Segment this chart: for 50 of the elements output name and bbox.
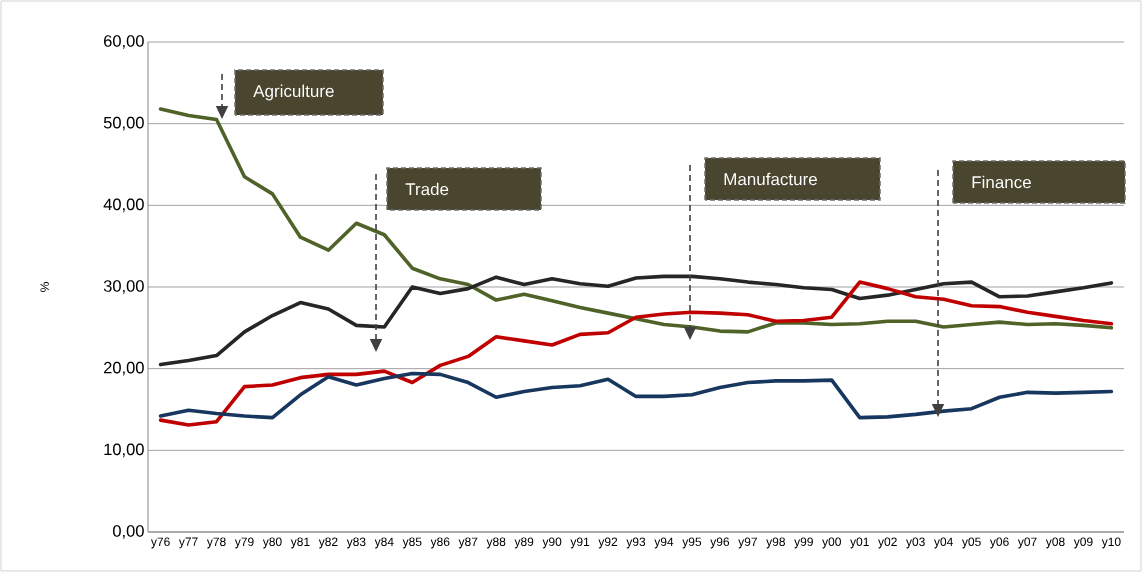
x-tick-label: y98 bbox=[766, 537, 785, 549]
annotation: Manufacture bbox=[724, 172, 817, 186]
y-axis-title: % bbox=[40, 282, 49, 292]
x-tick-label: y02 bbox=[878, 537, 897, 549]
y-tick-label: 20,00 bbox=[104, 361, 144, 376]
y-tick-label: 10,00 bbox=[104, 443, 144, 458]
x-tick-label: y86 bbox=[430, 537, 450, 549]
x-tick-label: y85 bbox=[402, 537, 422, 549]
x-tick-label: y91 bbox=[570, 537, 590, 549]
x-tick-label: y83 bbox=[346, 537, 366, 549]
annotation: Trade bbox=[405, 182, 449, 196]
y-tick-label: 50,00 bbox=[103, 116, 144, 131]
x-tick-label: y94 bbox=[654, 537, 674, 549]
x-tick-label: y09 bbox=[1073, 537, 1093, 549]
line-series bbox=[158, 371, 1114, 420]
x-tick-label: y80 bbox=[262, 537, 282, 549]
y-tick-label: 30,00 bbox=[103, 280, 144, 294]
x-tick-label: y89 bbox=[514, 537, 534, 549]
x-tick-label: y93 bbox=[626, 537, 646, 549]
x-tick-label: y08 bbox=[1045, 537, 1065, 549]
annotation: Agriculture bbox=[253, 84, 334, 101]
x-tick-label: y90 bbox=[542, 537, 562, 549]
x-tick-label: y79 bbox=[234, 537, 254, 549]
x-tick-label: y81 bbox=[290, 537, 310, 549]
x-tick-label: y10 bbox=[1101, 537, 1121, 549]
x-tick-label: y77 bbox=[178, 537, 198, 549]
x-tick-label: y05 bbox=[961, 537, 981, 549]
x-tick-label: y00 bbox=[822, 537, 841, 549]
x-tick-label: y84 bbox=[374, 537, 394, 549]
y-tick-label: 0,00 bbox=[113, 525, 144, 539]
x-tick-label: y06 bbox=[989, 537, 1009, 549]
x-tick-label: y96 bbox=[710, 537, 730, 549]
x-tick-label: y92 bbox=[598, 537, 618, 549]
x-tick-label: y97 bbox=[738, 537, 757, 549]
annotation: Finance bbox=[972, 175, 1031, 189]
line-series bbox=[158, 280, 1114, 427]
line-series bbox=[158, 274, 1114, 367]
x-tick-label: y95 bbox=[682, 537, 702, 549]
x-tick-label: y03 bbox=[906, 537, 925, 549]
x-tick-label: y87 bbox=[458, 537, 478, 549]
x-tick-label: y88 bbox=[486, 537, 506, 549]
x-tick-label: y78 bbox=[206, 537, 226, 549]
y-tick-label: 40,00 bbox=[103, 198, 144, 213]
x-tick-label: y82 bbox=[318, 537, 338, 549]
x-tick-label: y76 bbox=[150, 537, 170, 549]
x-tick-label: y07 bbox=[1017, 537, 1037, 549]
x-tick-label: y01 bbox=[850, 537, 869, 549]
x-tick-label: y04 bbox=[933, 537, 953, 549]
x-tick-label: y99 bbox=[794, 537, 813, 549]
y-tick-label: 60,00 bbox=[104, 35, 144, 49]
